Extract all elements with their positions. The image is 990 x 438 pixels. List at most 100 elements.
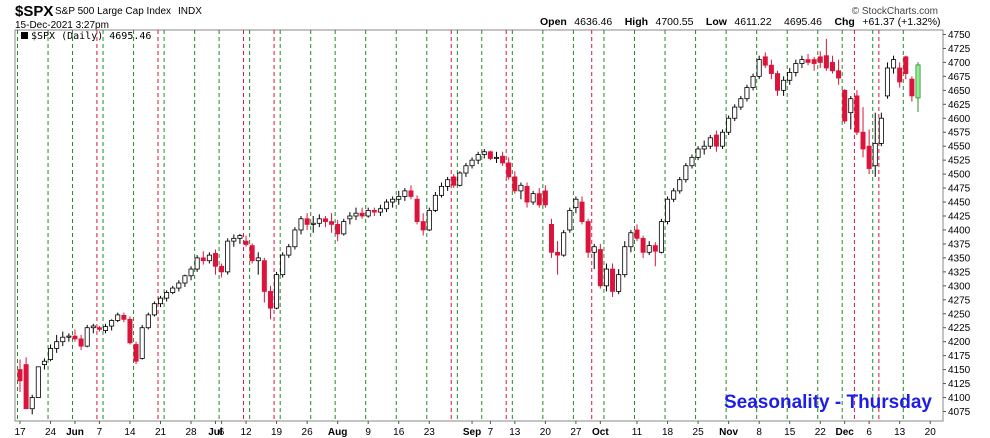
candle-body: [897, 67, 903, 83]
candle: [536, 188, 542, 208]
candle: [347, 212, 353, 225]
candle-body: [671, 190, 677, 200]
candle-body: [145, 314, 151, 329]
candle: [836, 59, 842, 85]
candle-body: [518, 184, 524, 192]
candle: [579, 196, 585, 225]
candle-body: [829, 61, 835, 72]
y-tick-label: 4525: [948, 156, 971, 167]
candle-body: [298, 218, 304, 231]
candle: [500, 151, 506, 166]
candle-body: [212, 253, 218, 267]
candle: [884, 62, 890, 99]
candle-body: [646, 245, 652, 253]
y-tick-label: 4625: [948, 100, 971, 111]
candle: [469, 157, 475, 169]
candle-body: [591, 246, 597, 253]
candle-body: [640, 237, 646, 253]
symbol-title: $SPX: [15, 3, 53, 20]
candle-body: [536, 193, 542, 206]
candle-body: [842, 89, 848, 122]
y-tick-label: 4150: [948, 365, 971, 376]
candle: [420, 213, 426, 236]
candle: [597, 243, 603, 289]
candle-body: [891, 59, 897, 69]
candle: [96, 326, 102, 332]
x-tick-label: 23: [424, 427, 436, 438]
candle-body: [255, 257, 261, 262]
candle-body: [542, 190, 548, 206]
candle-body: [689, 156, 695, 167]
candle: [512, 171, 518, 194]
legend-label: $SPX (Daily) 4695.46: [31, 31, 151, 42]
y-tick-label: 4475: [948, 184, 971, 195]
candle-body: [194, 257, 200, 270]
candle-body: [408, 190, 414, 197]
candle-body: [353, 212, 359, 217]
candle: [41, 358, 47, 370]
candle-body: [200, 257, 206, 262]
candle-body: [817, 56, 823, 63]
y-tick-label: 4375: [948, 239, 971, 250]
plot-frame: [14, 29, 944, 422]
legend-swatch: [21, 32, 28, 39]
candle-body: [634, 229, 640, 239]
y-tick-label: 4600: [948, 114, 971, 125]
candle-body: [151, 303, 157, 316]
candle-body: [603, 268, 609, 287]
candle-body: [48, 347, 54, 360]
x-tick-label: 11: [632, 427, 643, 438]
candle-body: [469, 159, 475, 167]
candle: [658, 218, 664, 254]
candle-body: [658, 221, 664, 253]
candle: [848, 95, 854, 130]
watermark: © StockCharts.com: [852, 6, 938, 17]
y-tick-label: 4100: [948, 393, 971, 404]
y-tick-label: 4750: [948, 30, 971, 41]
candle: [158, 295, 164, 308]
candle-body: [384, 201, 390, 210]
candle-body: [176, 282, 182, 289]
candle: [493, 151, 499, 163]
x-tick-label: Oct: [592, 427, 609, 438]
x-tick-label: 20: [925, 427, 937, 438]
candle-body: [84, 327, 90, 347]
y-tick-label: 4350: [948, 253, 971, 264]
candle-body: [768, 64, 774, 74]
candle-body: [548, 223, 554, 253]
exchange-label: INDX: [178, 6, 202, 17]
y-tick-label: 4325: [948, 267, 971, 278]
candle-body: [109, 320, 115, 327]
x-tick-label: Aug: [328, 427, 347, 438]
y-tick-label: 4650: [948, 86, 971, 97]
candle-body: [451, 176, 457, 186]
candle: [426, 207, 432, 232]
candle: [463, 162, 469, 177]
candle: [768, 59, 774, 80]
x-tick-label: 7: [488, 427, 494, 438]
x-tick-label: Sep: [463, 427, 481, 438]
candle: [280, 252, 286, 278]
candle: [695, 146, 701, 161]
candle-body: [121, 315, 127, 320]
candle-body: [329, 221, 335, 225]
candle: [756, 55, 762, 80]
candle-body: [237, 235, 243, 239]
candle-body: [487, 151, 493, 159]
x-tick-label: 8: [756, 427, 762, 438]
candle-body: [402, 190, 408, 197]
candle: [475, 151, 481, 165]
candle: [261, 257, 267, 303]
candle: [506, 157, 512, 180]
candle: [304, 213, 310, 230]
candle: [903, 55, 909, 80]
candle-body: [304, 218, 310, 225]
candle: [457, 171, 463, 187]
x-tick-label: 7: [97, 427, 103, 438]
candle-body: [738, 98, 744, 108]
candle: [225, 238, 231, 275]
ohlc-readout: Open 4636.46 High 4700.55 Low 4611.22 46…: [540, 12, 941, 29]
candle-body: [506, 162, 512, 178]
candle-body: [359, 212, 365, 217]
